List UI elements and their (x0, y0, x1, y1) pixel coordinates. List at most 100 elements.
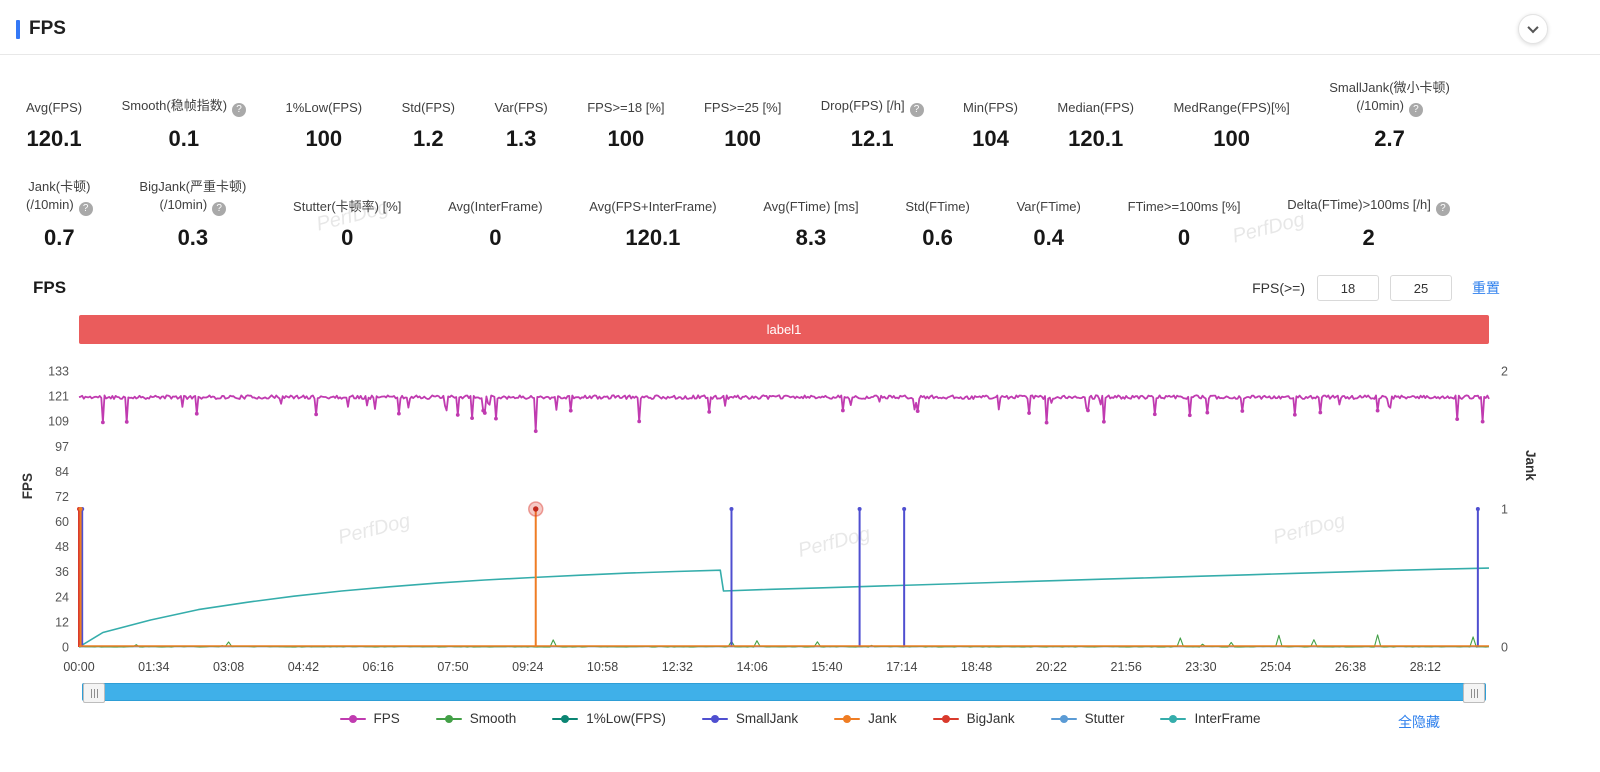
fps-chart-svg: PerfDog PerfDog PerfDog0122436486072849710… (48, 365, 1508, 675)
stat-value: 0 (341, 225, 354, 250)
watermark: PerfDog (796, 523, 873, 562)
help-icon[interactable]: ? (909, 103, 924, 117)
stat-label: Avg(FTime) [ms] (763, 199, 859, 214)
legend-item-stutter[interactable]: Stutter (1050, 711, 1124, 726)
stats-row-1: Avg(FPS) 120.1 Smooth(稳帧指数)? 0.1 1%Low(FPS) 1… (0, 75, 1600, 152)
legend-series-icon (1050, 714, 1077, 724)
stats-row-2: Jank(卡顿) (/10min)? 0.7 BigJank(严重卡顿) (/10min… (0, 174, 1600, 251)
stat-item: Avg(InterFrame) 0 (448, 174, 542, 251)
series-FPS (78, 394, 1490, 433)
scrollbar-left-handle[interactable] (83, 683, 105, 703)
stat-item: Delta(FTime)>100ms [/h]? 2 (1287, 174, 1450, 251)
legend-item-fps[interactable]: FPS (339, 711, 400, 726)
stat-label: Smooth(稳帧指数)? (122, 75, 247, 117)
legend-label: FPS (373, 711, 400, 726)
legend-series-icon (1160, 714, 1187, 724)
help-icon[interactable]: ? (212, 202, 227, 216)
stat-value: 0.3 (177, 225, 209, 250)
stat-value: 0.6 (922, 225, 953, 250)
svg-text:09:24: 09:24 (512, 660, 543, 674)
divider (0, 54, 1600, 55)
svg-text:1: 1 (1501, 503, 1508, 517)
selected-point-marker (533, 506, 539, 512)
help-icon[interactable]: ? (232, 103, 247, 117)
stat-value: 2.7 (1374, 126, 1405, 151)
stat-label: FPS>=25 [%] (703, 100, 782, 115)
legend-series-icon (339, 714, 366, 724)
svg-text:109: 109 (48, 415, 69, 429)
stat-item: Var(FTime) 0.4 (1017, 174, 1081, 251)
stat-item: FPS>=18 [%] 100 (587, 75, 664, 152)
scrollbar-right-handle[interactable] (1463, 683, 1485, 703)
legend-label: BigJank (966, 711, 1015, 726)
svg-text:07:50: 07:50 (437, 660, 468, 674)
legend-item-smalljank[interactable]: SmallJank (701, 711, 798, 726)
hide-all-link[interactable]: 全隐藏 (1398, 714, 1440, 730)
legend-item-smooth[interactable]: Smooth (435, 711, 516, 726)
svg-text:18:48: 18:48 (961, 660, 992, 674)
legend-item-interframe[interactable]: InterFrame (1160, 711, 1260, 726)
stat-item: Drop(FPS) [/h]? 12.1 (821, 75, 924, 152)
collapse-panel-button[interactable] (1518, 14, 1548, 44)
legend-series-icon (932, 714, 959, 724)
legend-label: 1%Low(FPS) (586, 711, 666, 726)
legend-item-jank[interactable]: Jank (834, 711, 897, 726)
stat-item: FPS>=25 [%] 100 (704, 75, 781, 152)
watermark: PerfDog (1271, 510, 1348, 549)
stat-item: SmallJank(微小卡顿) (/10min)? 2.7 (1329, 75, 1450, 152)
legend-item-1-low-fps-[interactable]: 1%Low(FPS) (552, 711, 666, 726)
svg-text:28:12: 28:12 (1410, 660, 1441, 674)
svg-text:72: 72 (55, 490, 69, 504)
stat-value: 12.1 (850, 126, 894, 151)
stat-label: Median(FPS) (1057, 100, 1134, 115)
stat-label: FTime>=100ms [%] (1127, 199, 1241, 214)
chart-area: label1 PerfDog PerfDog PerfDog 0 12 24 36 48 60 7… (0, 315, 1600, 735)
legend-item-bigjank[interactable]: BigJank (932, 711, 1015, 726)
svg-text:48: 48 (55, 540, 69, 554)
chart-label-banner: label1 (79, 315, 1489, 344)
svg-text:12: 12 (55, 615, 69, 629)
stat-label: Stutter(卡顿率) [%] (293, 199, 402, 214)
stat-value: 120.1 (625, 225, 681, 250)
chart-zoom-scrollbar[interactable] (82, 683, 1486, 703)
reset-link[interactable]: 重置 (1472, 280, 1500, 296)
grip-icon (1473, 688, 1475, 698)
svg-text:10:58: 10:58 (587, 660, 618, 674)
stat-label: 1%Low(FPS) (285, 100, 363, 115)
stat-item: Var(FPS) 1.3 (495, 75, 548, 152)
fps-chart[interactable]: PerfDog PerfDog PerfDog 0 12 24 36 48 60 72 84 97 10… (0, 357, 1600, 679)
svg-text:00:00: 00:00 (63, 660, 94, 674)
fps-threshold-input-2[interactable] (1390, 275, 1452, 301)
stat-label: Avg(InterFrame) (448, 199, 543, 214)
svg-text:15:40: 15:40 (811, 660, 842, 674)
svg-text:14:06: 14:06 (737, 660, 768, 674)
fps-threshold-input-1[interactable] (1317, 275, 1379, 301)
svg-text:0: 0 (62, 641, 69, 655)
svg-text:12:32: 12:32 (662, 660, 693, 674)
stats-section: PerfDog PerfDog Avg(FPS) 120.1 Smooth(稳帧指数… (0, 75, 1600, 251)
stat-label: Var(FTime) (1016, 199, 1081, 214)
y-axis-title-fps: FPS (20, 473, 35, 500)
svg-text:121: 121 (48, 390, 69, 404)
svg-text:97: 97 (55, 440, 69, 454)
stat-item: Smooth(稳帧指数)? 0.1 (122, 75, 247, 152)
legend-label: Jank (868, 711, 897, 726)
stat-value: 100 (1213, 126, 1250, 151)
chart-legend: FPS Smooth 1%Low(FPS) SmallJank Jank BigJank S… (0, 711, 1600, 726)
legend-series-icon (552, 714, 579, 724)
stat-label: Var(FPS) (494, 100, 548, 115)
chart-section-title: FPS (33, 278, 67, 297)
svg-text:20:22: 20:22 (1036, 660, 1067, 674)
svg-text:60: 60 (55, 515, 69, 529)
stat-item: Std(FPS) 1.2 (402, 75, 455, 152)
help-icon[interactable]: ? (1408, 103, 1423, 117)
stat-label: Min(FPS) (963, 100, 1018, 115)
stat-value: 0.1 (168, 126, 200, 151)
stat-value: 100 (305, 126, 343, 151)
svg-text:17:14: 17:14 (886, 660, 917, 674)
stat-value: 100 (607, 126, 645, 151)
stat-label: MedRange(FPS)[%] (1173, 100, 1290, 115)
help-icon[interactable]: ? (78, 202, 93, 216)
help-icon[interactable]: ? (1435, 202, 1450, 216)
